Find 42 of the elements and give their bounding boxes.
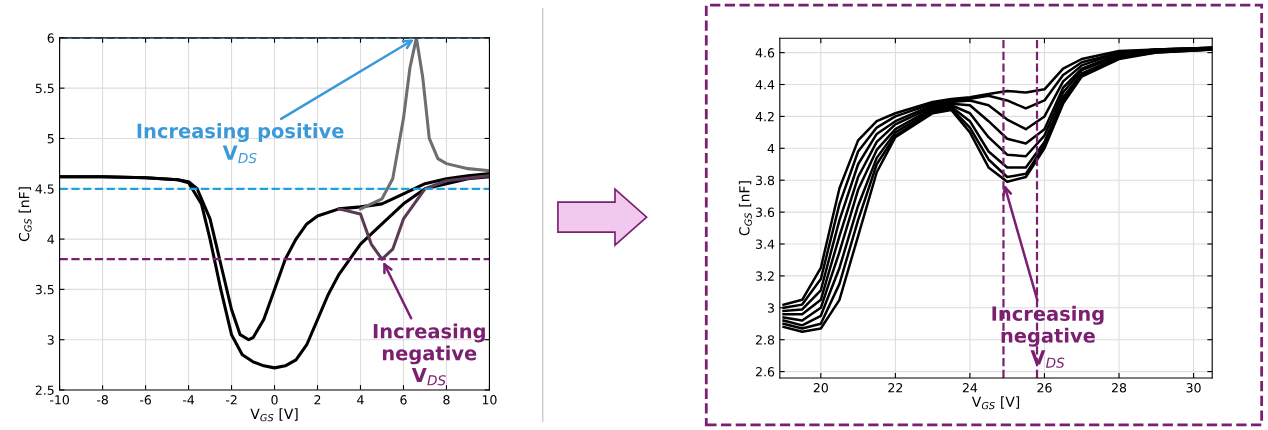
x-tick-label: -2 [225, 395, 237, 405]
y-tick-label: 2.5 [35, 385, 54, 395]
x-axis-title: V$_{GS}$ [V] [971, 396, 1020, 410]
y-axis-title: C$_{GS}$ [nF] [738, 181, 752, 236]
x-tick-label: 6 [400, 395, 407, 405]
y-tick-label: 4.6 [755, 48, 775, 58]
y-tick-label: 3 [767, 303, 774, 313]
y-tick-label: 3.6 [756, 207, 775, 218]
x-tick-label: -4 [182, 395, 195, 405]
y-tick-label: 5.5 [35, 83, 54, 94]
x-tick-label: 28 [1111, 383, 1127, 393]
y-tick-label: 5 [47, 134, 54, 144]
y-tick-label: 3 [47, 335, 54, 345]
x-tick-label: 20 [813, 383, 828, 393]
y-tick-label: 3.8 [756, 175, 775, 186]
y-tick-label: 3.5 [35, 284, 54, 295]
x-tick-label: 2 [314, 395, 321, 405]
annotation: Increasing positive V$_{DS}$ [137, 123, 344, 164]
x-tick-label: -6 [139, 395, 152, 405]
x-tick-label: 8 [443, 395, 450, 405]
y-tick-label: 4.2 [755, 111, 774, 122]
x-tick-label: 26 [1037, 383, 1052, 393]
x-tick-label: 30 [1186, 383, 1201, 393]
x-axis-title: V$_{GS}$ [V] [250, 408, 298, 422]
y-tick-label: 4 [767, 143, 775, 154]
x-tick-label: 0 [271, 395, 278, 405]
y-axis-title: C$_{GS}$ [nF] [18, 187, 32, 242]
x-tick-label: -8 [96, 395, 108, 405]
y-tick-label: 4.5 [35, 184, 54, 194]
y-tick-label: 4.4 [755, 80, 775, 90]
x-tick-label: 24 [962, 383, 978, 393]
y-tick-label: 3.2 [756, 271, 774, 281]
x-tick-label: 10 [482, 395, 497, 405]
y-tick-label: 6 [47, 33, 54, 43]
x-tick-label: -10 [50, 395, 69, 405]
x-tick-label: 22 [888, 383, 903, 393]
y-tick-label: 4 [47, 234, 55, 244]
y-tick-label: 3.4 [756, 239, 775, 249]
annotation: Increasing negative V$_{DS}$ [373, 323, 485, 386]
x-tick-label: 4 [357, 395, 364, 405]
y-tick-label: 2.6 [756, 367, 775, 377]
y-tick-label: 2.8 [756, 335, 775, 345]
